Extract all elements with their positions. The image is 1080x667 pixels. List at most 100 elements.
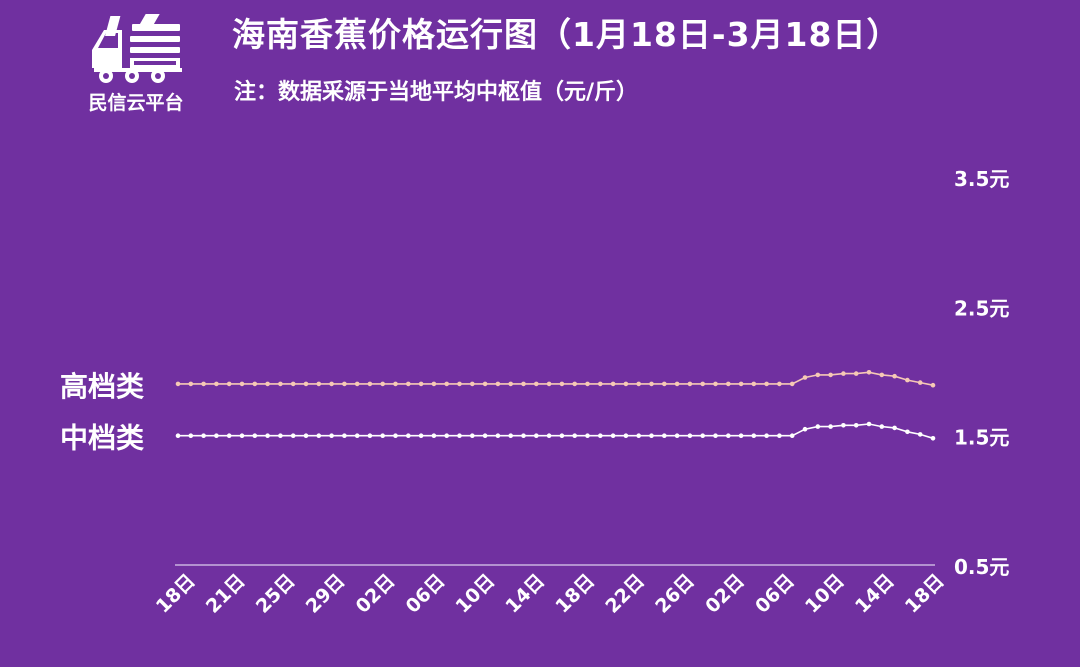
x-tick-label: 18日 bbox=[901, 570, 949, 618]
data-point bbox=[777, 381, 782, 387]
data-point bbox=[713, 381, 718, 387]
data-point bbox=[649, 381, 654, 387]
data-point bbox=[470, 381, 475, 387]
x-tick-label: 22日 bbox=[601, 570, 649, 618]
series-mid bbox=[175, 421, 936, 441]
data-point bbox=[892, 425, 897, 431]
data-point bbox=[572, 381, 577, 387]
data-point bbox=[546, 433, 552, 439]
data-point bbox=[393, 433, 398, 439]
delivery-truck-icon bbox=[92, 14, 182, 83]
data-point bbox=[226, 433, 232, 439]
data-point bbox=[214, 381, 219, 387]
data-point bbox=[828, 372, 833, 378]
data-point bbox=[726, 433, 731, 439]
data-point bbox=[201, 381, 206, 387]
data-point bbox=[175, 381, 181, 387]
data-point bbox=[316, 381, 322, 387]
data-point bbox=[905, 429, 910, 435]
data-point bbox=[662, 433, 667, 439]
data-point bbox=[431, 381, 437, 387]
data-point bbox=[930, 436, 936, 441]
x-tick-label: 25日 bbox=[252, 570, 300, 618]
data-point bbox=[841, 423, 846, 428]
data-point bbox=[444, 433, 450, 439]
series-label: 高档类 bbox=[60, 370, 144, 403]
logo-text: 民信云平台 bbox=[88, 92, 184, 114]
x-tick-label: 14日 bbox=[851, 570, 899, 618]
data-point bbox=[546, 381, 552, 387]
data-point bbox=[316, 433, 322, 439]
data-point bbox=[853, 423, 859, 428]
data-point bbox=[700, 433, 705, 439]
data-point bbox=[508, 381, 513, 387]
data-point bbox=[905, 377, 910, 383]
data-point bbox=[764, 381, 769, 387]
data-point bbox=[290, 433, 296, 439]
data-point bbox=[303, 381, 309, 387]
data-point bbox=[917, 380, 923, 385]
data-point bbox=[853, 371, 859, 376]
data-point bbox=[495, 433, 501, 439]
data-point bbox=[738, 433, 744, 439]
data-point bbox=[175, 433, 181, 439]
data-point bbox=[342, 381, 347, 387]
x-tick-label: 10日 bbox=[801, 570, 849, 618]
data-point bbox=[534, 381, 539, 387]
data-point bbox=[495, 381, 501, 387]
data-point bbox=[674, 381, 680, 387]
data-point bbox=[687, 433, 693, 439]
data-point bbox=[239, 381, 245, 387]
data-point bbox=[866, 370, 872, 375]
data-point bbox=[290, 381, 296, 387]
data-point bbox=[892, 373, 897, 379]
data-point bbox=[662, 381, 667, 387]
chart-title: 海南香蕉价格运行图（1月18日-3月18日） bbox=[232, 15, 901, 54]
x-tick-label: 06日 bbox=[402, 570, 450, 618]
logo: 民信云平台 bbox=[82, 10, 192, 114]
data-point bbox=[214, 433, 219, 439]
data-point bbox=[444, 381, 450, 387]
x-tick-label: 18日 bbox=[551, 570, 599, 618]
y-tick-label: 1.5元 bbox=[954, 426, 1009, 450]
data-point bbox=[751, 433, 757, 439]
data-point bbox=[252, 381, 258, 387]
data-point bbox=[457, 381, 462, 387]
data-point bbox=[700, 381, 705, 387]
data-point bbox=[367, 381, 373, 387]
data-point bbox=[636, 433, 641, 439]
data-point bbox=[457, 433, 462, 439]
data-point bbox=[188, 433, 194, 439]
data-point bbox=[610, 433, 616, 439]
data-point bbox=[380, 381, 386, 387]
y-tick-label: 0.5元 bbox=[954, 555, 1009, 579]
x-tick-label: 02日 bbox=[352, 570, 400, 618]
data-point bbox=[239, 433, 245, 439]
data-point bbox=[367, 433, 373, 439]
data-point bbox=[917, 432, 923, 437]
data-point bbox=[278, 381, 283, 387]
data-point bbox=[866, 421, 872, 427]
data-point bbox=[777, 433, 782, 439]
data-point bbox=[482, 433, 488, 439]
data-point bbox=[623, 381, 629, 387]
x-tick-label: 06日 bbox=[751, 570, 799, 618]
data-point bbox=[828, 424, 833, 429]
chart-subtitle: 注：数据采源于当地平均中枢值（元/斤） bbox=[234, 80, 639, 105]
data-point bbox=[559, 381, 565, 387]
data-point bbox=[521, 433, 526, 439]
data-point bbox=[431, 433, 437, 439]
data-point bbox=[559, 433, 565, 439]
data-point bbox=[380, 433, 386, 439]
data-point bbox=[278, 433, 283, 439]
data-point bbox=[201, 433, 206, 439]
data-point bbox=[713, 433, 718, 439]
data-point bbox=[879, 372, 885, 378]
data-point bbox=[738, 381, 744, 387]
data-point bbox=[802, 375, 808, 380]
x-tick-label: 14日 bbox=[501, 570, 549, 618]
data-point bbox=[649, 433, 654, 439]
data-point bbox=[598, 433, 603, 439]
data-point bbox=[598, 381, 603, 387]
